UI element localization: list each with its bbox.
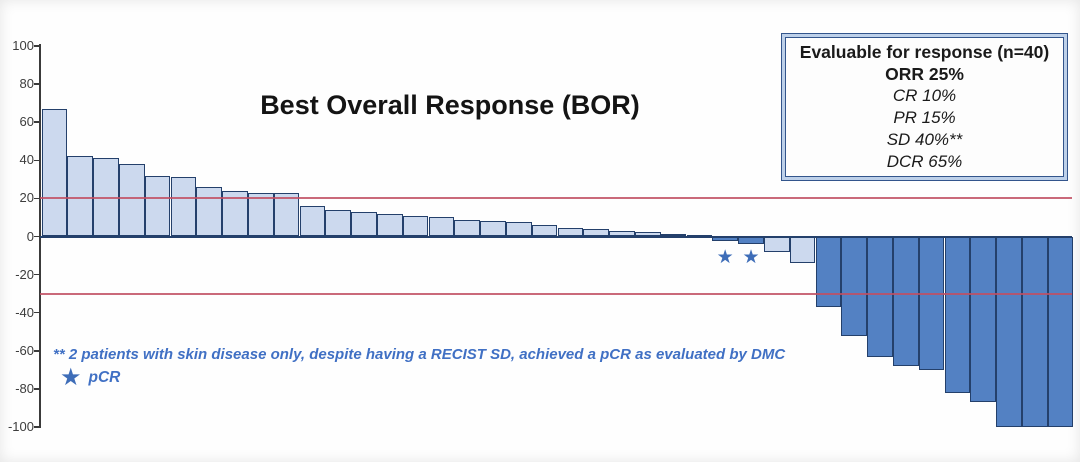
- legend-line: CR 10%: [892, 86, 957, 105]
- y-axis-tick: [34, 159, 40, 162]
- zero-baseline: [40, 235, 1072, 238]
- patient-bar: [402, 215, 429, 237]
- y-axis-tick: [34, 388, 40, 390]
- y-axis-tick: [34, 45, 40, 47]
- patient-bar: [144, 175, 171, 237]
- patient-bar: [480, 221, 506, 237]
- patient-bar: [41, 108, 68, 237]
- legend-line: SD 40%**: [886, 130, 963, 149]
- footnote-text: ** 2 patients with skin disease only, de…: [53, 346, 786, 363]
- patient-bar: [970, 236, 997, 403]
- patient-bar: [789, 236, 816, 264]
- patient-bar: [763, 236, 790, 252]
- y-axis-tick-label: 40: [19, 152, 34, 168]
- pcr-star-icon: ★: [742, 246, 760, 268]
- y-axis-tick: [34, 121, 40, 123]
- patient-bar: [67, 156, 94, 237]
- pcr-star-legend: ★ pCR: [60, 366, 120, 390]
- pcr-star-icon: ★: [716, 246, 734, 268]
- response-summary-box: Evaluable for response (n=40) ORR 25% CR 1…: [781, 33, 1068, 181]
- patient-bar: [1047, 236, 1074, 427]
- patient-bar: [196, 186, 223, 237]
- pcr-star-icon: ★: [60, 364, 82, 391]
- patient-bar: [351, 211, 377, 237]
- reference-line-minus30: [40, 292, 1072, 295]
- patient-bar: [867, 236, 893, 357]
- patient-bar: [325, 209, 352, 237]
- y-axis-tick: [34, 311, 40, 314]
- patient-bar: [892, 236, 919, 367]
- y-axis-tick-label: 60: [19, 114, 34, 130]
- patient-bar: [1021, 236, 1048, 427]
- y-axis-tick-label: 80: [19, 76, 34, 92]
- patient-bar: [454, 220, 481, 237]
- patient-bar: [815, 236, 842, 307]
- patient-bar: [505, 222, 532, 237]
- patient-bar: [944, 236, 971, 393]
- y-axis-tick-label: 100: [12, 38, 34, 53]
- patient-bar: [376, 213, 403, 237]
- y-axis-tick: [34, 426, 40, 428]
- patient-bar: [841, 236, 868, 336]
- y-axis-tick-label: 0: [26, 228, 34, 244]
- y-axis-tick: [34, 83, 40, 85]
- y-axis-tick-label: -60: [15, 342, 34, 358]
- legend-line: PR 15%: [893, 108, 956, 127]
- y-axis-tick-label: 20: [19, 190, 34, 206]
- y-axis-tick-label: -20: [15, 266, 34, 282]
- y-axis-tick: [34, 273, 40, 276]
- patient-bar: [170, 177, 197, 237]
- patient-bar: [738, 236, 764, 245]
- legend-line: DCR 65%: [886, 152, 963, 171]
- patient-bar: [299, 206, 326, 237]
- patient-bar: [996, 236, 1022, 427]
- y-axis-tick: [34, 235, 40, 238]
- reference-line-plus20: [40, 197, 1072, 200]
- legend-line: Evaluable for response (n=40): [799, 42, 1050, 62]
- patient-bar: [428, 217, 455, 237]
- y-axis-tick: [34, 197, 40, 200]
- y-axis-tick-label: -80: [15, 380, 34, 396]
- y-axis-tick: [34, 350, 40, 352]
- patient-bar: [118, 164, 145, 237]
- y-axis-tick-label: -40: [15, 304, 34, 320]
- legend-line: ORR 25%: [885, 64, 964, 84]
- pcr-star-label: pCR: [88, 369, 121, 386]
- response-summary-content: Evaluable for response (n=40) ORR 25% CR 1…: [785, 37, 1064, 177]
- patient-bar: [918, 236, 945, 370]
- y-axis-tick-label: -100: [7, 419, 34, 434]
- chart-title: Best Overall Response (BOR): [260, 90, 640, 120]
